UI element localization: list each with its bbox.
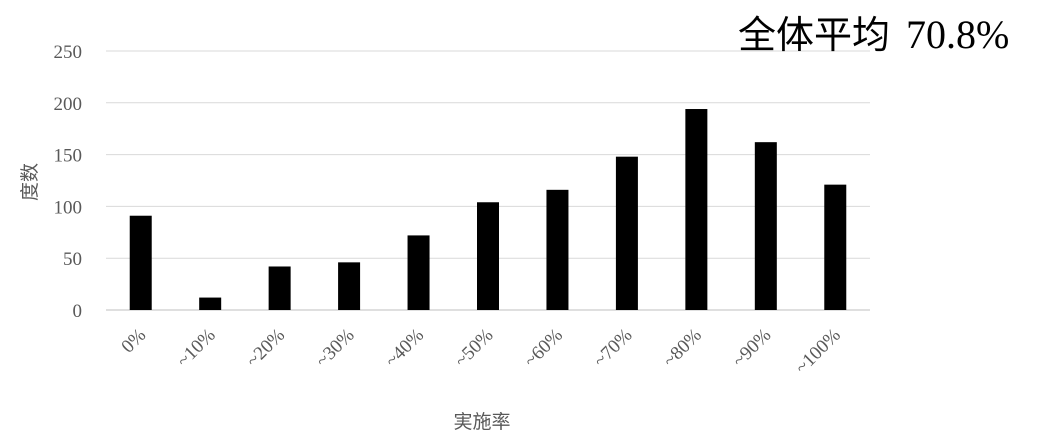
- x-tick-label: ~10%: [173, 325, 220, 372]
- x-axis-title: 実施率: [453, 411, 510, 433]
- y-tick-label: 250: [54, 42, 83, 63]
- bar-0%: [129, 215, 152, 310]
- bar-~30%: [338, 262, 361, 310]
- y-tick-label: 200: [54, 94, 83, 115]
- bars: [129, 109, 847, 311]
- average-annotation-label: 全体平均: [738, 13, 890, 57]
- bar-~40%: [407, 235, 430, 310]
- x-tick-label: ~60%: [520, 325, 567, 372]
- x-tick-label: ~50%: [451, 325, 498, 372]
- average-annotation: 全体平均 70.8%: [738, 12, 1009, 57]
- y-axis-ticks: 0 50 100 150 200 250: [54, 42, 83, 322]
- y-tick-label: 100: [54, 197, 83, 218]
- x-tick-label: ~30%: [312, 325, 359, 372]
- x-tick-label: 0%: [118, 325, 151, 358]
- x-tick-label: ~100%: [791, 325, 845, 379]
- y-axis-title: 度数: [19, 163, 41, 201]
- x-axis-ticks: 0% ~10% ~20% ~30% ~40% ~50% ~60% ~70% ~80% ~90% ~1…: [118, 325, 845, 379]
- x-tick-label: ~40%: [381, 325, 428, 372]
- y-tick-label: 0: [73, 301, 83, 322]
- x-tick-label: ~20%: [242, 325, 289, 372]
- x-tick-label: ~90%: [729, 325, 776, 372]
- bar-~10%: [199, 297, 222, 310]
- x-tick-label: ~70%: [590, 325, 637, 372]
- bar-~50%: [477, 202, 499, 310]
- y-tick-label: 50: [63, 249, 82, 270]
- bar-~60%: [546, 189, 569, 310]
- bar-~70%: [615, 156, 638, 310]
- bar-~90%: [754, 142, 777, 310]
- x-tick-label: ~80%: [659, 325, 706, 372]
- y-tick-label: 150: [54, 146, 83, 167]
- bar-~80%: [685, 109, 708, 311]
- bar-~100%: [824, 184, 847, 310]
- average-annotation-value: 70.8%: [906, 12, 1009, 57]
- bar-~20%: [268, 266, 291, 310]
